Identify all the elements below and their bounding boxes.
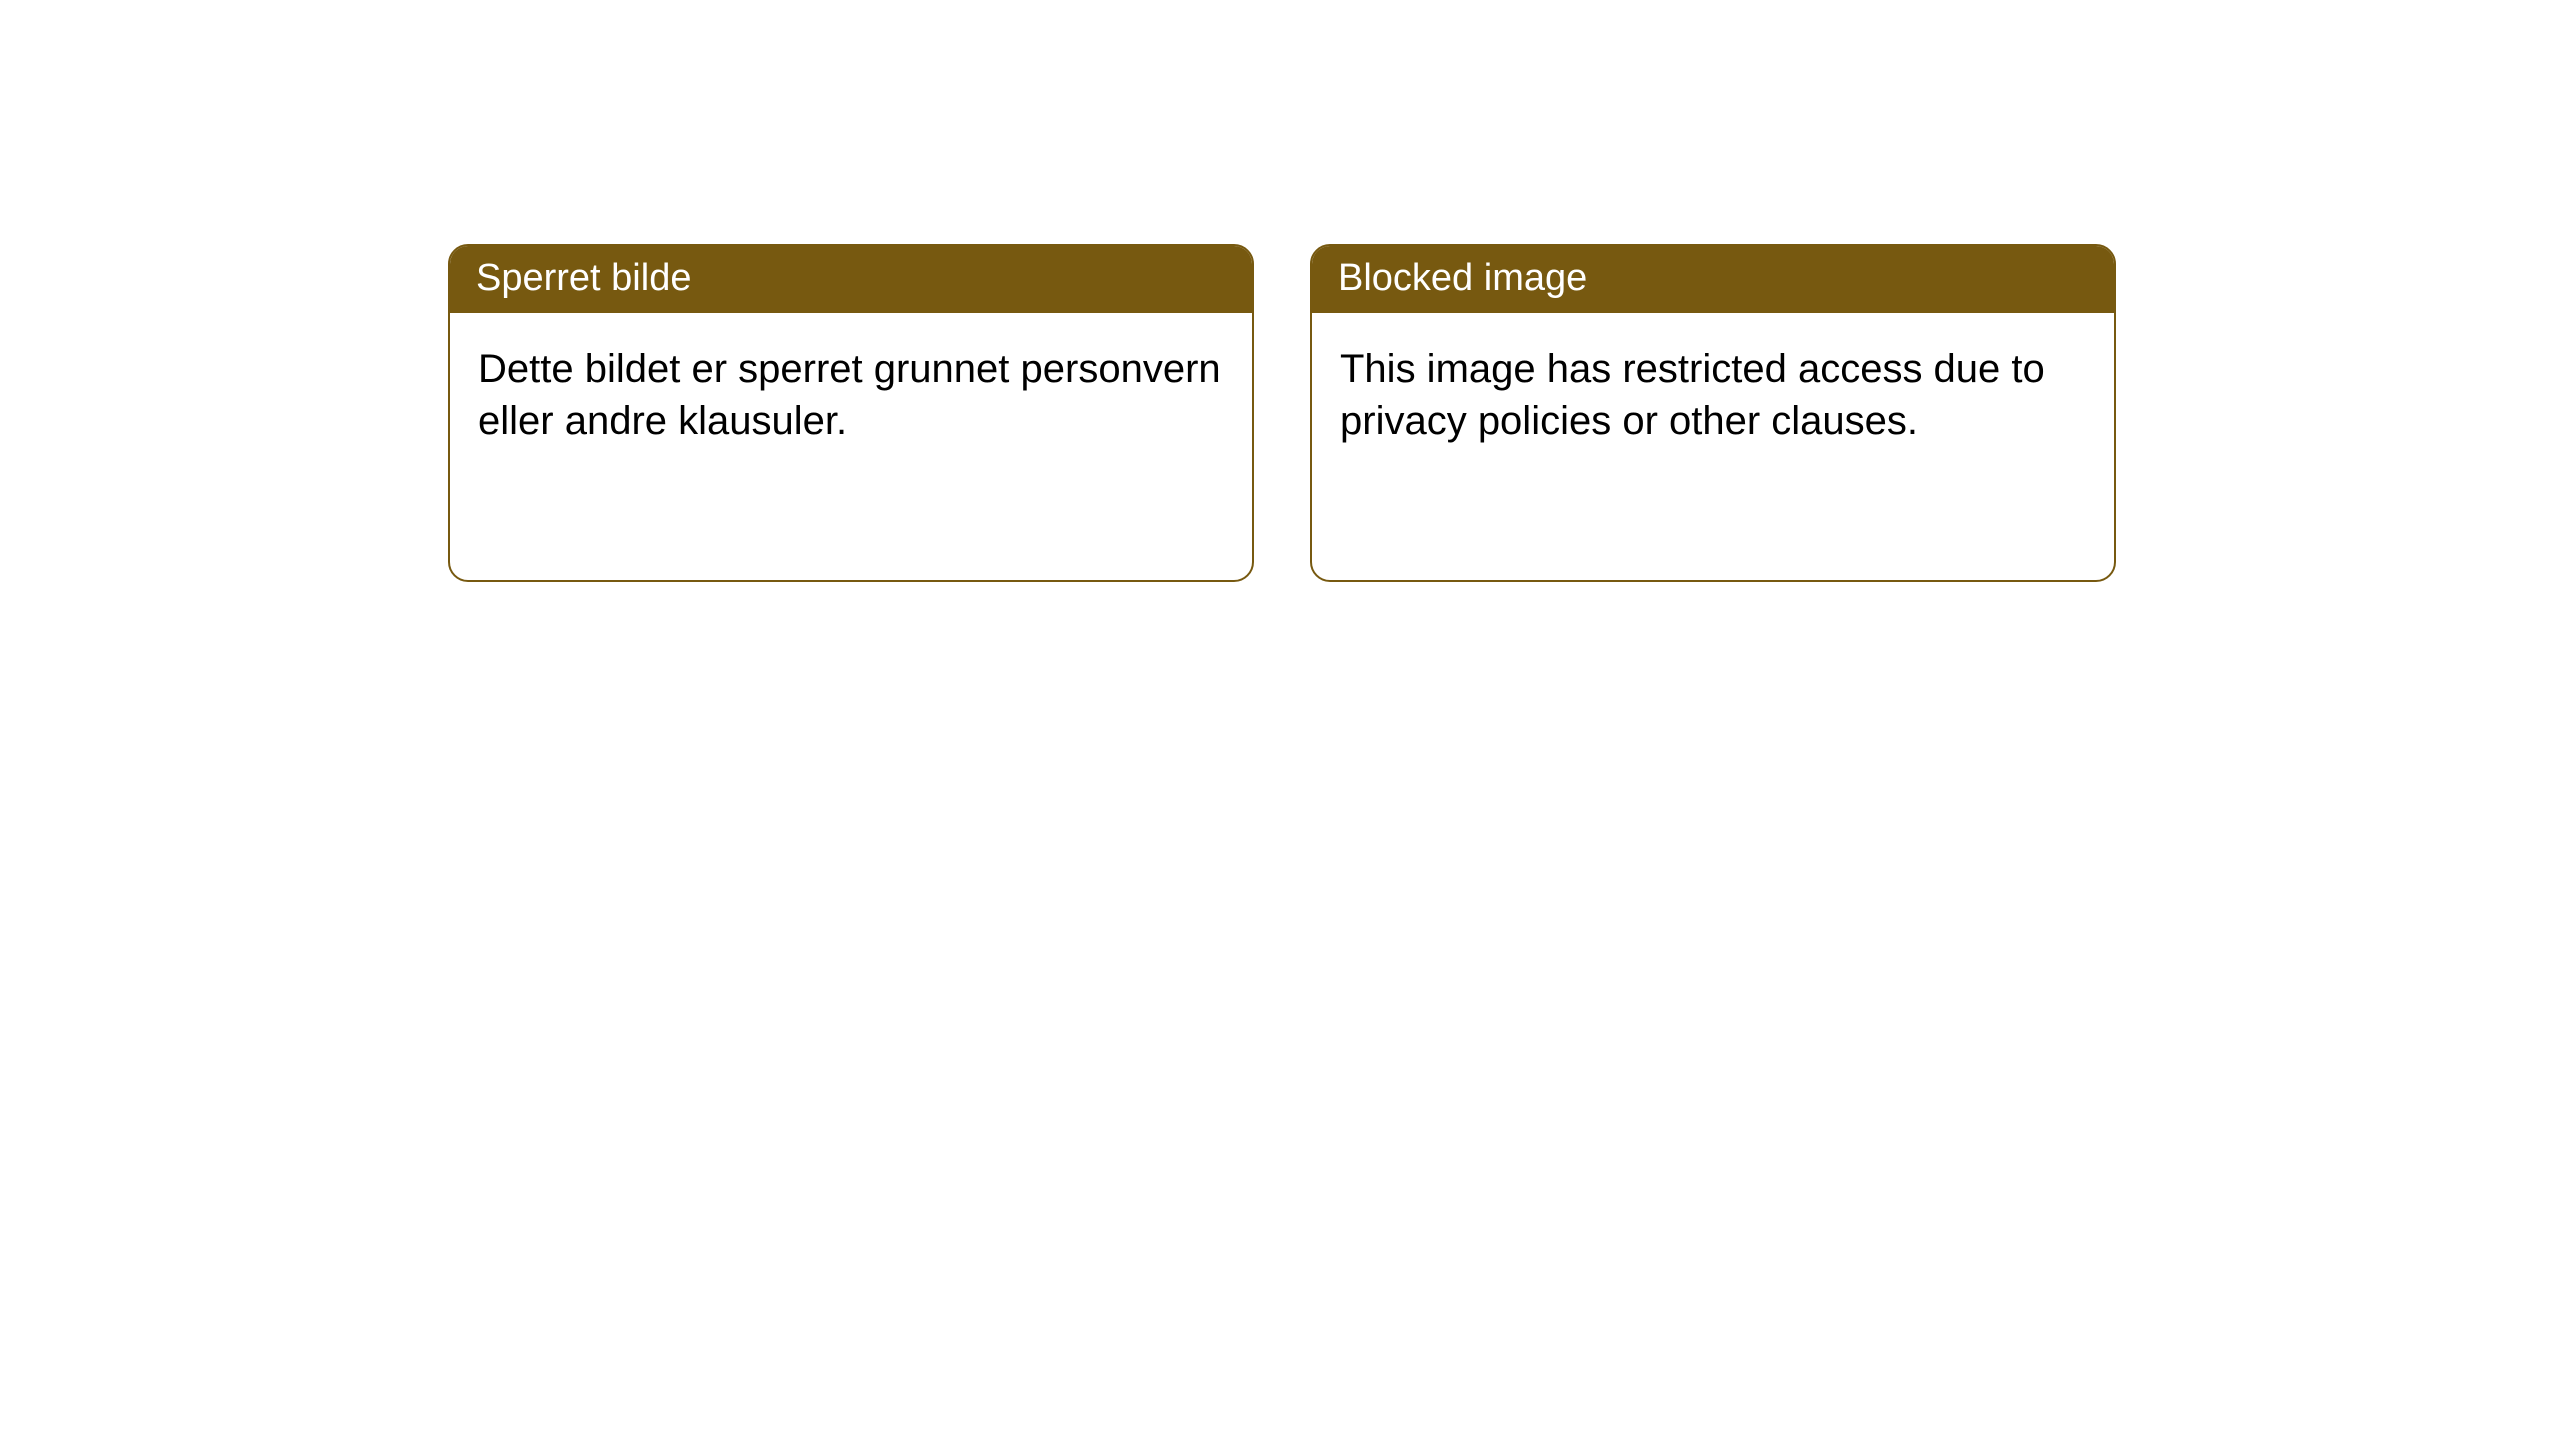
card-title-en: Blocked image <box>1338 257 1587 299</box>
blocked-image-card-nb: Sperret bilde Dette bildet er sperret gr… <box>448 244 1254 582</box>
card-header-nb: Sperret bilde <box>450 246 1252 313</box>
notice-container: Sperret bilde Dette bildet er sperret gr… <box>0 0 2560 582</box>
card-message-en: This image has restricted access due to … <box>1340 347 2045 443</box>
card-body-nb: Dette bildet er sperret grunnet personve… <box>450 313 1252 477</box>
card-message-nb: Dette bildet er sperret grunnet personve… <box>478 347 1221 443</box>
card-header-en: Blocked image <box>1312 246 2114 313</box>
blocked-image-card-en: Blocked image This image has restricted … <box>1310 244 2116 582</box>
card-title-nb: Sperret bilde <box>476 257 691 299</box>
card-body-en: This image has restricted access due to … <box>1312 313 2114 477</box>
